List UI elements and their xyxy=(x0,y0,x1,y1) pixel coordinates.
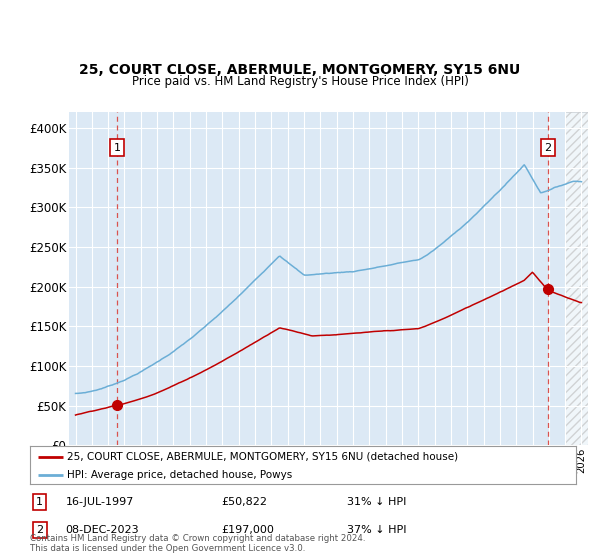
Text: £197,000: £197,000 xyxy=(221,525,274,535)
Text: Price paid vs. HM Land Registry's House Price Index (HPI): Price paid vs. HM Land Registry's House … xyxy=(131,75,469,88)
Text: 1: 1 xyxy=(113,143,121,153)
Text: HPI: Average price, detached house, Powys: HPI: Average price, detached house, Powy… xyxy=(67,470,292,480)
Text: Contains HM Land Registry data © Crown copyright and database right 2024.
This d: Contains HM Land Registry data © Crown c… xyxy=(30,534,365,553)
Text: 31% ↓ HPI: 31% ↓ HPI xyxy=(347,497,406,507)
Text: 2: 2 xyxy=(36,525,43,535)
Text: 16-JUL-1997: 16-JUL-1997 xyxy=(65,497,134,507)
Text: 25, COURT CLOSE, ABERMULE, MONTGOMERY, SY15 6NU (detached house): 25, COURT CLOSE, ABERMULE, MONTGOMERY, S… xyxy=(67,452,458,462)
Text: 37% ↓ HPI: 37% ↓ HPI xyxy=(347,525,406,535)
Text: 25, COURT CLOSE, ABERMULE, MONTGOMERY, SY15 6NU: 25, COURT CLOSE, ABERMULE, MONTGOMERY, S… xyxy=(79,63,521,77)
Text: 1: 1 xyxy=(37,497,43,507)
Text: 2: 2 xyxy=(544,143,551,153)
Text: £50,822: £50,822 xyxy=(221,497,267,507)
Bar xyxy=(565,112,600,445)
Text: 08-DEC-2023: 08-DEC-2023 xyxy=(65,525,139,535)
